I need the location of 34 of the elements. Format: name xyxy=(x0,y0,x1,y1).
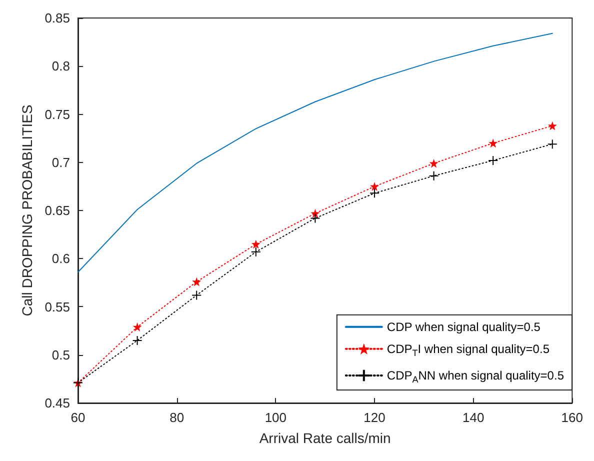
point xyxy=(548,121,557,130)
point xyxy=(192,290,202,300)
point xyxy=(132,322,142,332)
line-series xyxy=(78,32,553,273)
x-tick-label: 80 xyxy=(170,410,184,425)
y-tick-label: 0.8 xyxy=(52,58,70,74)
x-axis-title: Arrival Rate calls/min xyxy=(259,430,391,446)
point xyxy=(310,213,320,224)
point xyxy=(488,138,498,148)
y-axis-title: Call DROPPING PROBABILITIES xyxy=(18,104,35,316)
y-tick-label: 0.55 xyxy=(44,299,70,314)
legend-label: CDP when signal quality=0.5 xyxy=(386,320,541,334)
point xyxy=(251,240,260,249)
point xyxy=(429,158,438,168)
point xyxy=(547,139,558,150)
y-tick-label: 0.7 xyxy=(52,154,70,170)
x-tick-label: 60 xyxy=(70,410,86,425)
y-tick-label: 0.85 xyxy=(44,10,70,26)
point xyxy=(488,155,498,166)
y-tick-label: 0.65 xyxy=(44,203,70,218)
point xyxy=(369,188,380,198)
point xyxy=(192,277,202,286)
point xyxy=(250,246,261,257)
x-tick-label: 140 xyxy=(462,410,484,425)
y-tick-label: 0.45 xyxy=(44,396,70,410)
x-tick-label: 120 xyxy=(364,410,386,425)
x-tick-label: 100 xyxy=(264,410,287,425)
y-tick-label: 0.5 xyxy=(52,347,70,362)
point xyxy=(132,335,142,346)
y-tick-label: 0.75 xyxy=(44,106,70,122)
point xyxy=(428,170,439,181)
y-tick-label: 0.6 xyxy=(52,251,70,266)
point xyxy=(370,182,379,191)
x-tick-label: 160 xyxy=(561,410,584,425)
